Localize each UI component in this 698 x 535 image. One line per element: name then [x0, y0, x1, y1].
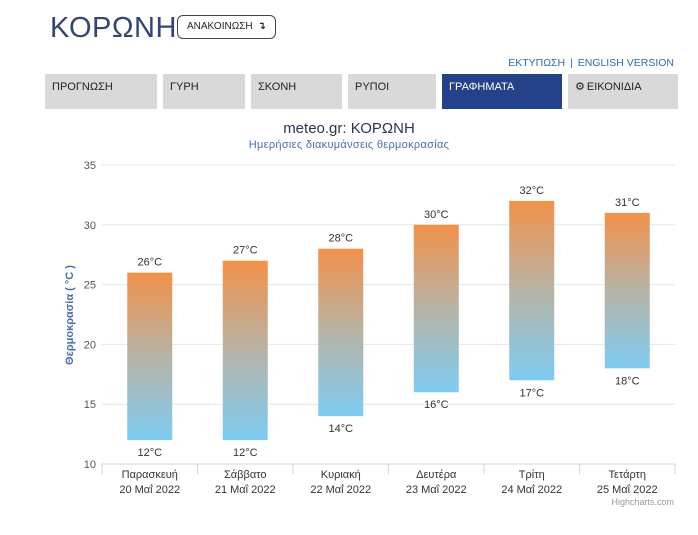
x-tick-label-day: Κυριακή	[321, 469, 361, 481]
tab-charts[interactable]: ΓΡΑΦΗΜΑΤΑ	[442, 74, 562, 109]
tab-label: ΡΥΠΟΙ	[355, 81, 390, 93]
y-tick-label: 25	[84, 280, 96, 292]
top-links: ΕΚΤΥΠΩΣΗ | ENGLISH VERSION	[508, 57, 674, 69]
tab-label: ΠΡΟΓΝΩΣΗ	[52, 81, 113, 93]
chart-title: meteo.gr: ΚΟΡΩΝΗ	[283, 120, 415, 137]
chart-subtitle: Ημερήσιες διακυμάνσεις θερμοκρασίας	[248, 139, 450, 151]
x-tick-label-date: 25 Μαΐ 2022	[597, 484, 658, 496]
high-temp-label: 28°C	[328, 233, 353, 245]
y-tick-label: 15	[84, 399, 96, 411]
x-tick-label-day: Σάββατο	[224, 469, 266, 481]
x-tick-label-day: Δευτέρα	[416, 469, 457, 481]
low-temp-label: 16°C	[424, 399, 449, 411]
announcement-button[interactable]: ΑΝΑΚΟΙΝΩΣΗ ↴	[177, 15, 276, 39]
high-temp-label: 26°C	[137, 257, 162, 269]
x-tick-label-date: 24 Μαΐ 2022	[501, 484, 562, 496]
link-separator: |	[570, 57, 573, 69]
low-temp-label: 14°C	[328, 423, 353, 435]
y-tick-label: 30	[84, 220, 96, 232]
high-temp-label: 27°C	[233, 245, 258, 257]
tab-label: ΓΥΡΗ	[170, 81, 199, 93]
tab-forecast[interactable]: ΠΡΟΓΝΩΣΗ	[45, 74, 157, 109]
y-tick-label: 35	[84, 160, 96, 172]
low-temp-label: 12°C	[233, 447, 258, 459]
y-tick-label: 20	[84, 339, 96, 351]
announcement-label: ΑΝΑΚΟΙΝΩΣΗ	[187, 21, 253, 32]
tab-bar: ΠΡΟΓΝΩΣΗ ΓΥΡΗ ΣΚΟΝΗ ΡΥΠΟΙ ΓΡΑΦΗΜΑΤΑ ⚙ ΕΙΚ…	[45, 74, 678, 109]
tab-label: ΓΡΑΦΗΜΑΤΑ	[449, 81, 515, 93]
gear-icon: ⚙	[575, 81, 585, 93]
temperature-range-bar	[604, 212, 650, 369]
low-temp-label: 18°C	[615, 375, 640, 387]
temperature-range-bar	[509, 200, 555, 381]
high-temp-label: 31°C	[615, 197, 640, 209]
x-tick-label-date: 21 Μαΐ 2022	[215, 484, 276, 496]
y-axis-title: Θερμοκρασία ( °C )	[64, 265, 76, 365]
high-temp-label: 30°C	[424, 209, 449, 221]
highcharts-credits[interactable]: Highcharts.com	[611, 497, 674, 507]
tab-pollen[interactable]: ΓΥΡΗ	[163, 74, 245, 109]
x-tick-label-day: Παρασκευή	[122, 469, 178, 481]
city-title: ΚΟΡΩΝΗ	[50, 12, 177, 44]
temperature-range-bar	[127, 272, 173, 441]
low-temp-label: 17°C	[519, 387, 544, 399]
x-tick-label-date: 23 Μαΐ 2022	[406, 484, 467, 496]
temperature-range-bar	[318, 248, 364, 417]
y-tick-label: 10	[84, 459, 96, 471]
tab-icons[interactable]: ⚙ ΕΙΚΟΝΙΔΙΑ	[568, 74, 678, 109]
temperature-range-bar	[413, 224, 459, 393]
down-arrow-icon: ↴	[257, 21, 266, 32]
english-version-link[interactable]: ENGLISH VERSION	[577, 57, 674, 69]
low-temp-label: 12°C	[137, 447, 162, 459]
tab-pollutants[interactable]: ΡΥΠΟΙ	[348, 74, 436, 109]
print-link[interactable]: ΕΚΤΥΠΩΣΗ	[508, 57, 566, 69]
x-tick-label-date: 22 Μαΐ 2022	[310, 484, 371, 496]
x-tick-label-day: Τετάρτη	[608, 469, 646, 481]
temperature-range-bar	[222, 260, 268, 441]
x-tick-label-day: Τρίτη	[519, 469, 545, 481]
tab-label: ΕΙΚΟΝΙΔΙΑ	[586, 81, 642, 93]
tab-label: ΣΚΟΝΗ	[258, 81, 297, 93]
high-temp-label: 32°C	[519, 185, 544, 197]
x-tick-label-date: 20 Μαΐ 2022	[119, 484, 180, 496]
tab-dust[interactable]: ΣΚΟΝΗ	[251, 74, 342, 109]
